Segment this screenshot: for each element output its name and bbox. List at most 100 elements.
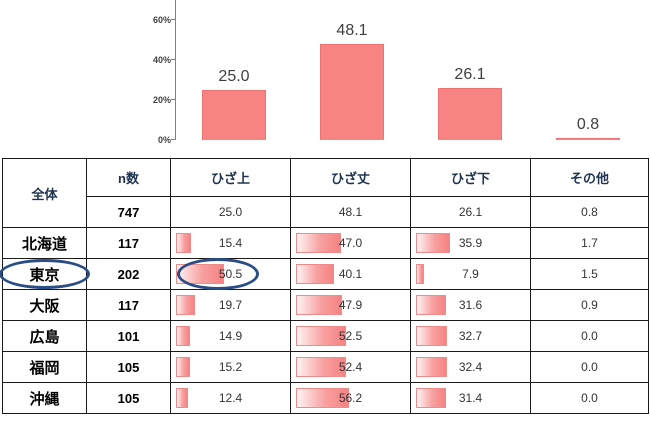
value-cell: 0.0: [530, 351, 649, 383]
table-row-total: 747 25.0 48.1 26.1 0.8: [3, 196, 649, 228]
bar-hizashita: [438, 87, 502, 140]
cell-bar: [416, 388, 446, 408]
value-cell: 12.4: [170, 382, 291, 414]
cell-value: 12.4: [218, 391, 243, 405]
bar-hizaue: [202, 90, 266, 140]
cell-bar: [176, 233, 191, 253]
cell-value: 35.9: [458, 236, 483, 250]
region-label: 広島: [29, 328, 60, 346]
cell-bar: [416, 357, 447, 377]
region-label: 沖縄: [29, 390, 60, 408]
region-label: 大阪: [29, 297, 60, 315]
data-label: 25.0: [218, 68, 250, 85]
region-cell-highlighted: 東京: [0, 258, 90, 290]
total-value-cell: 0.8: [530, 196, 649, 228]
data-table: 全体 n数 ひざ上 ひざ丈 ひざ下 その他 747 25.0 48.1 26.1…: [0, 158, 649, 414]
region-label: 東京: [29, 266, 60, 284]
cell-value: 7.9: [462, 267, 479, 281]
value-cell: 0.0: [530, 382, 649, 414]
cell-bar: [176, 295, 195, 315]
table-row-tokyo: 東京 202 50.5 40.1 7.9 1.5: [0, 258, 649, 290]
cell-bar: [296, 326, 346, 346]
cell-value: 32.7: [458, 329, 483, 343]
cell-value: 32.4: [458, 360, 483, 374]
region-cell: 北海道: [2, 227, 87, 259]
y-tick-label: 20%: [152, 95, 171, 105]
n-cell: 202: [86, 258, 171, 290]
n-cell: 105: [86, 382, 171, 414]
cell-value: 40.1: [338, 267, 363, 281]
data-label: 0.8: [576, 116, 600, 134]
cell-value: 56.2: [338, 391, 363, 405]
cell-value: 47.0: [338, 236, 363, 250]
table-row-fukuoka: 福岡 105 15.2 52.4 32.4 0.0: [2, 351, 649, 383]
n-cell: 105: [86, 351, 171, 383]
chart-column-sonota: 0.8: [556, 115, 620, 140]
n-cell: 117: [86, 289, 171, 321]
n-cell: 747: [86, 196, 171, 228]
value-cell: 14.9: [170, 320, 291, 352]
cell-value: 15.4: [218, 236, 243, 250]
data-label: 48.1: [336, 21, 368, 39]
table-row-hiroshima: 広島 101 14.9 52.5 32.7 0.0: [2, 320, 649, 352]
cell-value: 19.7: [218, 298, 243, 312]
value-cell: 1.5: [530, 258, 649, 290]
cell-bar: [416, 295, 447, 315]
value-cell: 0.9: [530, 289, 649, 321]
cell-bar: [416, 233, 451, 253]
cell-bar: [176, 264, 224, 284]
cell-bar: [176, 326, 191, 346]
chart-column-hizashita: 26.1: [438, 65, 502, 140]
region-label: 福岡: [29, 359, 60, 377]
cell-value: 15.2: [218, 360, 243, 374]
value-cell: 7.9: [410, 258, 531, 290]
n-cell: 117: [86, 227, 171, 259]
total-value-cell: 25.0: [170, 196, 291, 228]
value-cell: 15.4: [170, 227, 291, 259]
value-cell: 47.9: [290, 289, 411, 321]
region-cell: 福岡: [2, 351, 87, 383]
table-header-n: n数: [86, 158, 171, 197]
table-row-okinawa: 沖縄 105 12.4 56.2 31.4 0.0: [2, 382, 649, 414]
cell-bar: [296, 264, 335, 284]
value-cell: 31.4: [410, 382, 531, 414]
cell-bar: [176, 357, 191, 377]
value-cell: 31.6: [410, 289, 531, 321]
cell-value: 47.9: [338, 298, 363, 312]
value-cell: 32.4: [410, 351, 531, 383]
y-tick-mark: [171, 139, 176, 140]
cell-value: 52.4: [338, 360, 363, 374]
value-cell: 32.7: [410, 320, 531, 352]
chart-column-hizaue: 25.0: [202, 67, 266, 140]
y-tick-label: 40%: [152, 55, 171, 65]
table-header-row: 全体 n数 ひざ上 ひざ丈 ひざ下 その他: [2, 158, 649, 228]
table-header-zentai: 全体: [2, 158, 87, 228]
y-tick-mark: [171, 99, 176, 100]
data-label: 26.1: [454, 65, 486, 83]
n-cell: 101: [86, 320, 171, 352]
total-value-cell: 48.1: [290, 196, 411, 228]
value-cell: 15.2: [170, 351, 291, 383]
cell-bar: [296, 295, 342, 315]
bar-chart: 0% 20% 40% 60% 25.0 48.1 26.1 0.8: [0, 0, 650, 158]
region-cell: 大阪: [2, 289, 87, 321]
cell-value: 31.6: [458, 298, 483, 312]
cell-bar: [416, 264, 424, 284]
total-value-cell: 26.1: [410, 196, 531, 228]
value-cell: 52.5: [290, 320, 411, 352]
table-row-hokkaido: 北海道 117 15.4 47.0 35.9 1.7: [2, 227, 649, 259]
cell-value: 31.4: [458, 391, 483, 405]
y-tick-label: 60%: [152, 15, 171, 25]
table-header-hizatake: ひざ丈: [290, 158, 411, 197]
value-cell: 47.0: [290, 227, 411, 259]
cell-value: 52.5: [338, 329, 363, 343]
cell-bar: [416, 326, 448, 346]
table-row-osaka: 大阪 117 19.7 47.9 31.6 0.9: [2, 289, 649, 321]
value-cell: 19.7: [170, 289, 291, 321]
value-cell: 56.2: [290, 382, 411, 414]
table-header-hizaue: ひざ上: [170, 158, 291, 197]
value-cell: 40.1: [290, 258, 411, 290]
chart-column-hizatake: 48.1: [320, 21, 384, 140]
value-cell: 1.7: [530, 227, 649, 259]
